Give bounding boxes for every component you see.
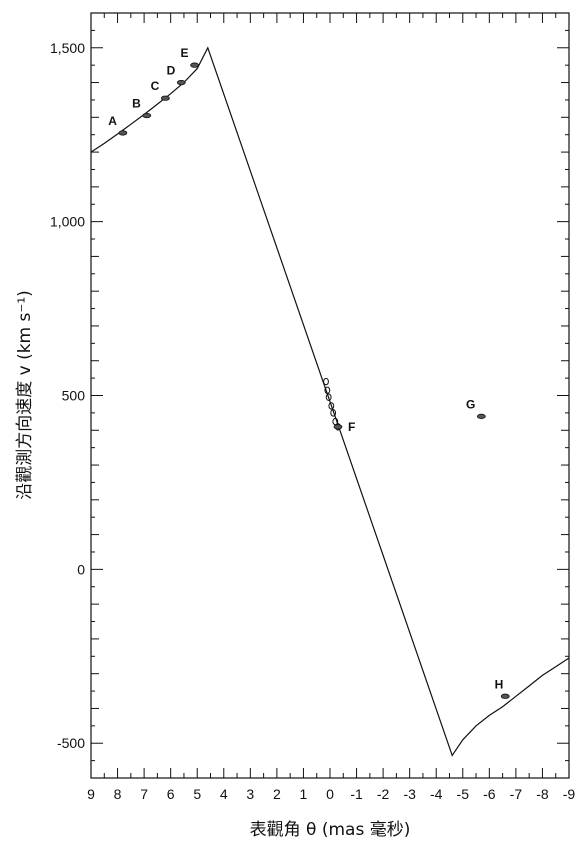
x-axis-label: 表觀角 θ (mas 毫秒) (250, 820, 411, 840)
x-tick-label: 9 (87, 786, 95, 802)
plot-frame (90, 12, 570, 779)
y-tick-label: 500 (62, 388, 86, 404)
point-label-b: B (132, 97, 141, 111)
x-tick-label: -8 (536, 786, 549, 802)
f-cluster-mark (330, 409, 337, 417)
f-cluster (323, 377, 341, 431)
point-label-g: G (466, 397, 475, 411)
point-label-f: F (348, 420, 355, 434)
data-point-e (190, 62, 199, 68)
x-tick-label: 2 (273, 786, 281, 802)
x-tick-label: 7 (140, 786, 148, 802)
data-point-f (333, 424, 343, 430)
y-tick-label: 1,000 (50, 214, 85, 230)
data-point-g (476, 413, 486, 419)
x-tick-label: -9 (563, 786, 576, 802)
y-tick-label: 0 (77, 561, 85, 577)
y-tick-label: -500 (57, 735, 85, 751)
point-label-e: E (181, 46, 189, 60)
data-point-c (160, 95, 170, 101)
point-label-a: A (108, 114, 117, 128)
x-tick-label: 8 (114, 786, 122, 802)
x-axis-ticks (90, 13, 570, 778)
x-tick-label: -3 (403, 786, 416, 802)
f-cluster-mark (323, 377, 329, 386)
f-cluster-mark (325, 393, 332, 401)
y-tick-label: 1,500 (50, 40, 85, 56)
y-axis-tick-labels: 1,500 1,000 500 0 -500 (50, 40, 85, 751)
data-point-a (118, 130, 128, 136)
x-tick-label: 0 (326, 786, 334, 802)
x-tick-label: -1 (350, 786, 363, 802)
data-point-h (500, 693, 510, 699)
data-point-d (176, 79, 186, 86)
x-tick-label: -7 (510, 786, 523, 802)
series-line (90, 46, 570, 757)
y-axis-label: 沿觀測方向速度 v (km s⁻¹) (15, 290, 35, 500)
data-point-b (142, 112, 152, 119)
x-tick-label: -6 (483, 786, 496, 802)
x-tick-label: 4 (220, 786, 228, 802)
x-tick-label: -5 (457, 786, 470, 802)
x-tick-label: 6 (167, 786, 175, 802)
point-label-c: C (151, 79, 160, 93)
x-tick-label: 5 (193, 786, 201, 802)
point-label-h: H (495, 677, 504, 691)
x-tick-label: -2 (377, 786, 390, 802)
f-cluster-mark (328, 402, 335, 410)
y-axis-ticks (91, 12, 569, 779)
f-cluster-mark (324, 386, 331, 394)
x-tick-label: 3 (246, 786, 254, 802)
x-tick-label: 1 (300, 786, 308, 802)
x-tick-label: -4 (430, 786, 443, 802)
point-label-d: D (167, 64, 176, 78)
x-axis-tick-labels: 9 8 7 6 5 4 3 2 1 0 -1 -2 -3 -4 -5 -6 -7 -8 -9 (87, 786, 575, 802)
